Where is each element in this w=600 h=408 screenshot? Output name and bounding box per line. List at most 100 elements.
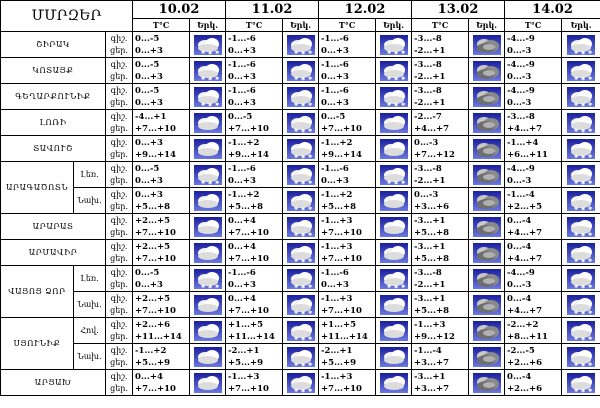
night-temp: -1...+2 <box>228 189 260 200</box>
snow-cloud-icon: ✱ ✱ ✱ <box>375 57 413 84</box>
day-temp: 0...-3 <box>507 279 532 290</box>
day-temp: 0...+3 <box>228 279 256 290</box>
temperature-cell: -1...+2 +9...+14 <box>225 135 284 162</box>
snow-cloud-icon: ✱ ✱ ✱ <box>282 109 320 136</box>
svg-text:✱: ✱ <box>294 310 299 315</box>
temperature-cell: -4...-9 0...-3 <box>504 83 563 110</box>
svg-text:✱: ✱ <box>301 336 306 341</box>
svg-text:✱: ✱ <box>574 310 579 315</box>
day-temp: +11...+14 <box>135 331 182 342</box>
day-temp: +11...+14 <box>228 331 275 342</box>
cloud-icon <box>375 187 413 214</box>
snow-cloud-icon: ✱ ✱ ✱ <box>282 187 320 214</box>
day-temp: 0...+3 <box>228 71 256 82</box>
night-label: գիշ. <box>110 267 128 277</box>
temperature-cell: 0...+3 +9...+14 <box>132 135 191 162</box>
region-name: ԱՐԱԳԱԾՈՏՆ <box>0 161 74 214</box>
day-temp: +11...+14 <box>321 331 368 342</box>
snow-cloud-icon: ✱ ✱ ✱ <box>561 369 600 396</box>
svg-text:✱: ✱ <box>581 154 586 159</box>
overcast-icon <box>468 109 506 136</box>
overcast-icon <box>468 83 506 110</box>
temperature-cell: -1...+3 +9...+12 <box>411 317 470 344</box>
svg-text:✱: ✱ <box>574 284 579 289</box>
svg-text:✱: ✱ <box>581 76 586 81</box>
region-row: ՏԱՎՈՒՇ գիշ. ցեր. 0...+3 +9...+14 -1...+2 +9...… <box>0 135 600 162</box>
night-temp: 0...+4 <box>135 371 163 382</box>
svg-text:✱: ✱ <box>208 76 213 81</box>
day-label: ցեր. <box>110 201 128 211</box>
night-temp: +1...+5 <box>321 319 356 330</box>
night-temp: 0...-5 <box>135 267 160 278</box>
cloud-icon <box>189 109 227 136</box>
period-labels: գիշ. ցեր. <box>104 343 134 370</box>
temperature-cell: -3...-8 -2...+1 <box>411 83 470 110</box>
svg-text:✱: ✱ <box>215 102 220 107</box>
cloud-icon <box>189 213 227 240</box>
svg-text:✱: ✱ <box>588 336 593 341</box>
temperature-cell: -3...-8 +4...+7 <box>504 109 563 136</box>
svg-text:✱: ✱ <box>215 284 220 289</box>
temperature-cell: -1...-6 0...+3 <box>225 265 284 292</box>
day-temp: +7...+10 <box>135 253 176 264</box>
overcast-icon <box>468 187 506 214</box>
day-temp: 0...+3 <box>228 97 256 108</box>
night-temp: 0...-4 <box>507 293 532 304</box>
temperature-cell: -4...+1 +7...+10 <box>132 109 191 136</box>
snow-cloud-icon: ✱ ✱ ✱ <box>561 135 600 162</box>
temperature-cell: -1...+2 +5...+8 <box>318 187 377 214</box>
day-temp: +7...+10 <box>135 305 176 316</box>
svg-text:✱: ✱ <box>394 102 399 107</box>
day-label: ցեր. <box>110 175 128 185</box>
night-temp: -1...-6 <box>228 33 256 44</box>
snow-cloud-icon: ✱ ✱ ✱ <box>561 161 600 188</box>
svg-text:✱: ✱ <box>294 180 299 185</box>
snow-cloud-icon: ✱ ✱ ✱ <box>282 291 320 318</box>
day-temp: +4...+7 <box>507 305 542 316</box>
night-temp: -1...+3 <box>228 371 260 382</box>
cloud-icon <box>189 317 227 344</box>
night-temp: -3...-8 <box>414 85 442 96</box>
temperature-cell: -1...+2 +9...+14 <box>318 135 377 162</box>
day-temp: +8...+11 <box>507 331 548 342</box>
svg-text:✱: ✱ <box>208 102 213 107</box>
svg-text:✱: ✱ <box>308 50 313 55</box>
period-labels: գիշ. ցեր. <box>104 213 134 240</box>
cloud-icon <box>375 369 413 396</box>
night-temp: -1...+2 <box>321 189 353 200</box>
svg-text:✱: ✱ <box>201 76 206 81</box>
svg-text:✱: ✱ <box>215 180 220 185</box>
night-temp: +2...+5 <box>135 293 170 304</box>
cloud-icon <box>375 317 413 344</box>
region-row: ՍՅՈՒՆԻՔ Հով. գիշ. ցեր. +2...+6 +11...+14 +1...… <box>0 317 600 370</box>
svg-text:✱: ✱ <box>294 362 299 367</box>
temperature-cell: -1...-6 0...+3 <box>318 31 377 58</box>
day-temp: 0...+3 <box>321 175 349 186</box>
snow-cloud-icon: ✱ ✱ ✱ <box>189 161 227 188</box>
region-row: ՇԻՐԱԿ գիշ. ցեր. 0...-5 0...+3 ✱ ✱ ✱ -1...-6 0...+… <box>0 31 600 58</box>
day-temp: +9...+14 <box>135 149 176 160</box>
svg-text:✱: ✱ <box>394 76 399 81</box>
svg-text:✱: ✱ <box>574 336 579 341</box>
period-labels: գիշ. ցեր. <box>104 57 134 84</box>
night-temp: 0...+4 <box>228 215 256 226</box>
svg-text:✱: ✱ <box>574 206 579 211</box>
temp-column-header: T°C <box>504 18 563 32</box>
svg-text:✱: ✱ <box>201 50 206 55</box>
temp-column-header: T°C <box>318 18 377 32</box>
temperature-cell: -2...+1 +5...+9 <box>318 343 377 370</box>
day-label: ցեր. <box>110 45 128 55</box>
snow-cloud-icon: ✱ ✱ ✱ <box>561 343 600 370</box>
temperature-cell: 0...-5 0...+3 <box>132 57 191 84</box>
temperature-cell: +2...+5 +7...+10 <box>132 239 191 266</box>
snow-cloud-icon: ✱ ✱ ✱ <box>561 213 600 240</box>
day-temp: -2...+1 <box>414 71 446 82</box>
day-temp: +9...+14 <box>321 149 362 160</box>
night-temp: 0...+4 <box>228 293 256 304</box>
svg-text:✱: ✱ <box>581 388 586 393</box>
snow-cloud-icon: ✱ ✱ ✱ <box>561 317 600 344</box>
day-temp: -2...+1 <box>414 279 446 290</box>
cloud-icon <box>189 187 227 214</box>
day-temp: +5...+8 <box>414 227 449 238</box>
temperature-cell: -1...+3 +7...+10 <box>318 239 377 266</box>
